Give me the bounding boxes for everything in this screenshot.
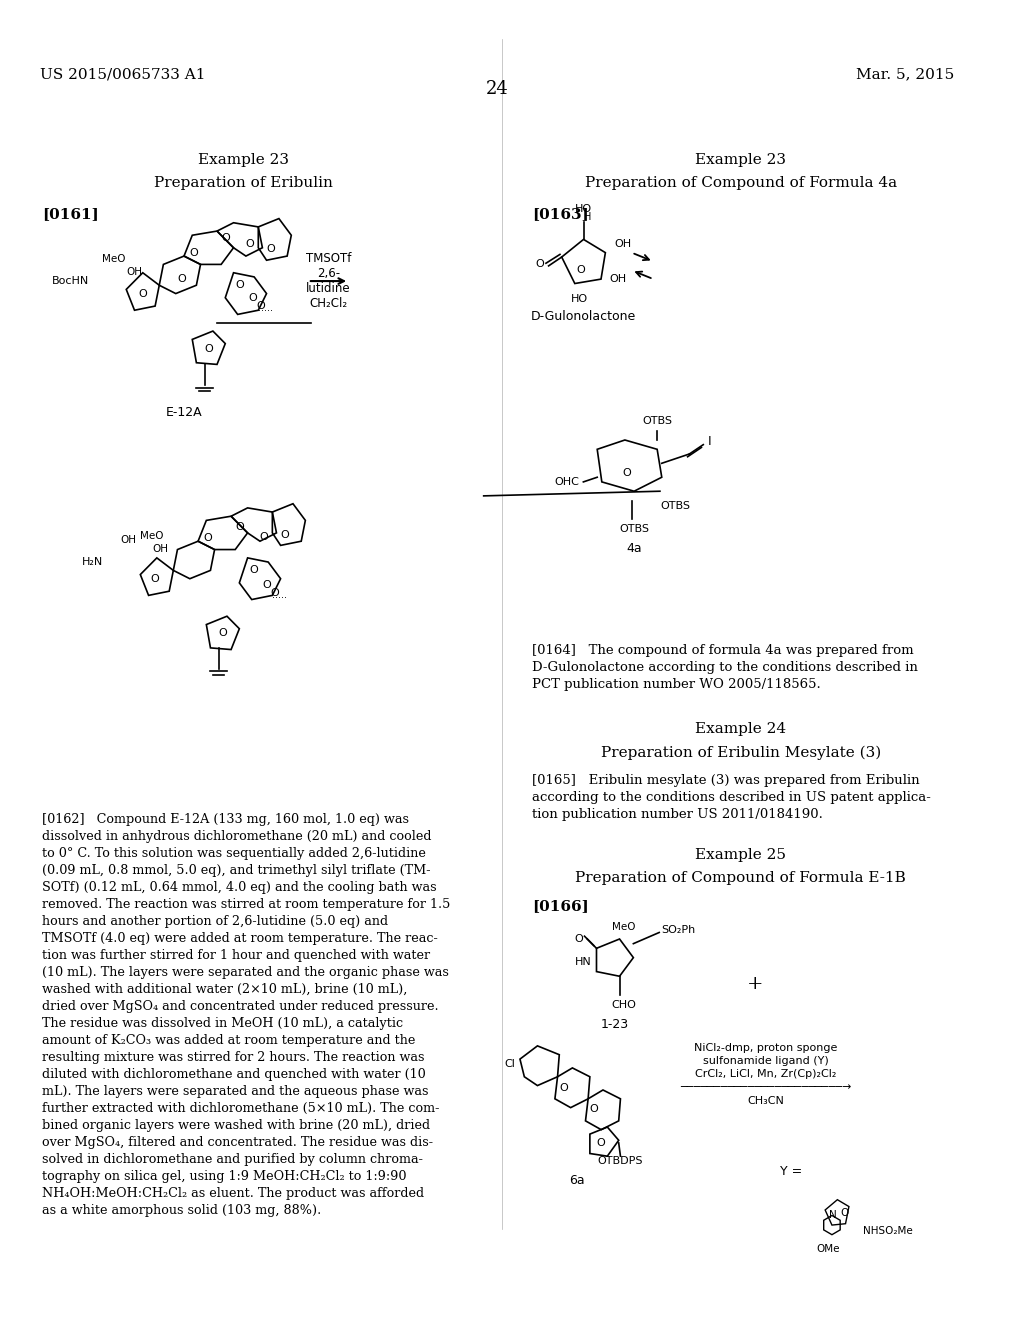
Text: OTBDPS: OTBDPS bbox=[598, 1156, 643, 1166]
Text: O: O bbox=[577, 265, 586, 276]
Text: OHC: OHC bbox=[554, 477, 579, 487]
Text: O: O bbox=[205, 345, 213, 354]
Text: [0161]: [0161] bbox=[42, 207, 98, 220]
Text: OMe: OMe bbox=[817, 1245, 841, 1254]
Text: [0162]   Compound E-12A (133 mg, 160 mol, 1.0 eq) was
dissolved in anhydrous dic: [0162] Compound E-12A (133 mg, 160 mol, … bbox=[42, 813, 451, 1217]
Text: [0163]: [0163] bbox=[531, 207, 589, 220]
Text: O: O bbox=[246, 239, 254, 248]
Text: NHSO₂Me: NHSO₂Me bbox=[862, 1225, 912, 1236]
Text: O: O bbox=[590, 1105, 599, 1114]
Text: O: O bbox=[840, 1208, 848, 1218]
Text: O: O bbox=[177, 275, 186, 284]
Text: O: O bbox=[189, 248, 199, 257]
Text: 6a: 6a bbox=[569, 1173, 585, 1187]
Text: O: O bbox=[262, 581, 271, 590]
Text: O: O bbox=[204, 533, 212, 543]
Text: Example 23: Example 23 bbox=[695, 153, 786, 166]
Text: Example 24: Example 24 bbox=[695, 722, 786, 737]
Text: O: O bbox=[266, 244, 275, 255]
Text: [0166]: [0166] bbox=[531, 899, 589, 913]
Text: MeO: MeO bbox=[140, 531, 164, 541]
Text: O: O bbox=[234, 521, 244, 532]
Text: O: O bbox=[597, 1138, 605, 1148]
Text: +: + bbox=[748, 974, 764, 993]
Text: 24: 24 bbox=[485, 81, 509, 98]
Text: O: O bbox=[138, 289, 147, 298]
Text: Y =: Y = bbox=[780, 1164, 803, 1177]
Text: O: O bbox=[623, 467, 631, 478]
Text: Preparation of Compound of Formula E-1B: Preparation of Compound of Formula E-1B bbox=[575, 871, 906, 884]
Text: Preparation of Eribulin Mesylate (3): Preparation of Eribulin Mesylate (3) bbox=[600, 746, 881, 760]
Text: OH: OH bbox=[120, 536, 136, 545]
Text: O: O bbox=[218, 628, 227, 638]
Text: OH: OH bbox=[609, 275, 627, 284]
Text: I: I bbox=[708, 436, 712, 449]
Text: HO: HO bbox=[574, 203, 592, 214]
Text: MeO: MeO bbox=[612, 921, 636, 932]
Text: E-12A: E-12A bbox=[166, 407, 203, 418]
Text: OH: OH bbox=[614, 239, 631, 249]
Text: Preparation of Compound of Formula 4a: Preparation of Compound of Formula 4a bbox=[585, 176, 897, 190]
Text: HO: HO bbox=[570, 294, 588, 304]
Text: O: O bbox=[573, 935, 583, 944]
Text: H₂N: H₂N bbox=[82, 557, 103, 568]
Text: OH: OH bbox=[153, 544, 169, 553]
Text: [0164]   The compound of formula 4a was prepared from
D-Gulonolactone according : [0164] The compound of formula 4a was pr… bbox=[531, 644, 918, 692]
Text: O: O bbox=[536, 259, 544, 269]
Text: O: O bbox=[281, 531, 289, 540]
Text: OTBS: OTBS bbox=[659, 500, 690, 511]
Text: OTBS: OTBS bbox=[620, 524, 649, 533]
Text: CHO: CHO bbox=[611, 999, 637, 1010]
Text: MeO: MeO bbox=[102, 255, 126, 264]
Text: Cl: Cl bbox=[505, 1059, 516, 1068]
Text: .....: ..... bbox=[272, 590, 288, 599]
Text: O: O bbox=[257, 301, 265, 312]
Text: [0165]   Eribulin mesylate (3) was prepared from Eribulin
according to the condi: [0165] Eribulin mesylate (3) was prepare… bbox=[531, 774, 931, 821]
Text: O: O bbox=[260, 532, 268, 543]
Text: HN: HN bbox=[575, 957, 592, 968]
Text: 4a: 4a bbox=[627, 543, 642, 556]
Text: Example 25: Example 25 bbox=[695, 847, 786, 862]
Text: OH: OH bbox=[126, 267, 142, 277]
Text: SO₂Ph: SO₂Ph bbox=[662, 925, 695, 935]
Text: O: O bbox=[559, 1084, 568, 1093]
Text: O: O bbox=[234, 280, 244, 290]
Text: O: O bbox=[221, 232, 229, 243]
Text: O: O bbox=[248, 293, 257, 302]
Text: D-Gulonolactone: D-Gulonolactone bbox=[530, 310, 636, 323]
Text: BocHN: BocHN bbox=[52, 276, 89, 286]
Text: 1-23: 1-23 bbox=[601, 1018, 629, 1031]
Text: N: N bbox=[829, 1210, 838, 1221]
Text: NiCl₂-dmp, proton sponge
sulfonamide ligand (Y)
CrCl₂, LiCl, Mn, Zr(Cp)₂Cl₂
────: NiCl₂-dmp, proton sponge sulfonamide lig… bbox=[680, 1043, 851, 1106]
Text: OTBS: OTBS bbox=[642, 416, 672, 426]
Text: Preparation of Eribulin: Preparation of Eribulin bbox=[155, 176, 333, 190]
Text: H: H bbox=[585, 213, 592, 222]
Text: O: O bbox=[151, 574, 160, 583]
Text: O: O bbox=[270, 587, 280, 598]
Text: O: O bbox=[249, 565, 258, 576]
Text: US 2015/0065733 A1: US 2015/0065733 A1 bbox=[40, 67, 205, 82]
Text: Mar. 5, 2015: Mar. 5, 2015 bbox=[856, 67, 954, 82]
Text: TMSOTf
2,6-
lutidine
CH₂Cl₂: TMSOTf 2,6- lutidine CH₂Cl₂ bbox=[306, 252, 351, 310]
Text: .....: ..... bbox=[258, 302, 273, 313]
Text: Example 23: Example 23 bbox=[198, 153, 289, 166]
